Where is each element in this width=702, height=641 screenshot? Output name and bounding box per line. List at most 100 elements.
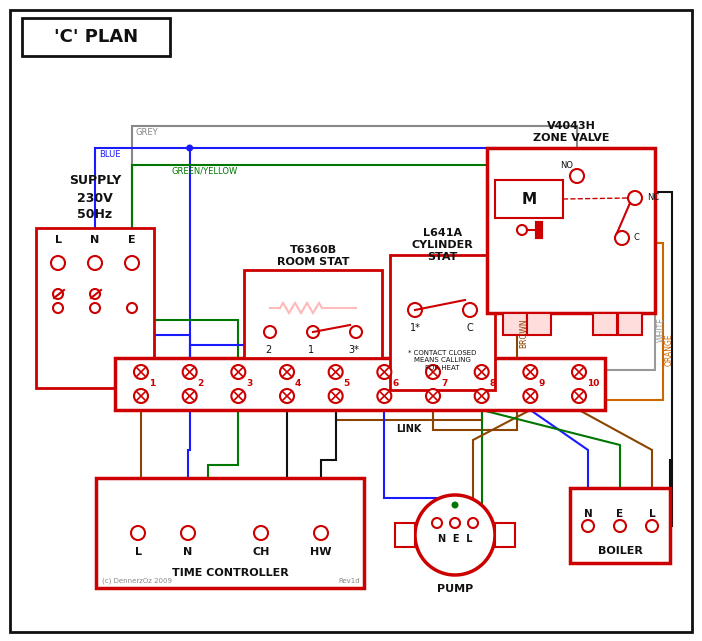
Text: E: E [616,509,623,519]
Text: NO: NO [560,162,574,171]
Circle shape [426,365,440,379]
Circle shape [475,389,489,403]
Bar [618,313,642,335]
Text: * CONTACT CLOSED
MEANS CALLING
FOR HEAT: * CONTACT CLOSED MEANS CALLING FOR HEAT [409,350,477,371]
Circle shape [582,520,594,532]
Circle shape [90,303,100,313]
Circle shape [134,365,148,379]
Circle shape [572,365,586,379]
Text: 3*: 3* [349,345,359,355]
Circle shape [614,520,626,532]
Circle shape [232,389,245,403]
Text: T6360B: T6360B [289,245,336,255]
Circle shape [475,365,489,379]
Circle shape [88,256,102,270]
Text: WHITE: WHITE [657,317,666,342]
Circle shape [350,326,362,338]
Circle shape [378,389,391,403]
Text: L: L [135,547,142,557]
Bar [503,313,527,335]
Text: 7: 7 [441,379,447,388]
Circle shape [415,495,495,575]
Bar [527,313,551,335]
Circle shape [615,231,629,245]
Text: C: C [467,323,473,333]
Circle shape [186,144,193,151]
Text: BLUE: BLUE [99,150,121,159]
Text: 3: 3 [246,379,253,388]
Circle shape [51,256,65,270]
Circle shape [131,526,145,540]
Circle shape [432,518,442,528]
Circle shape [307,326,319,338]
Text: 8: 8 [490,379,496,388]
Circle shape [183,389,197,403]
Circle shape [646,520,658,532]
Circle shape [232,365,245,379]
Circle shape [523,389,537,403]
Text: ORANGE: ORANGE [665,334,674,366]
Text: PUMP: PUMP [437,584,473,594]
Circle shape [329,389,343,403]
Bar [487,148,655,313]
Text: HW: HW [310,547,332,557]
Circle shape [572,389,586,403]
Text: GREEN/YELLOW: GREEN/YELLOW [172,167,238,176]
Circle shape [181,526,195,540]
Circle shape [463,303,477,317]
Bar [244,270,382,358]
Text: 1: 1 [149,379,155,388]
Bar [495,180,563,218]
Bar [593,313,617,335]
Circle shape [451,501,458,508]
Text: SUPPLY
230V
50Hz: SUPPLY 230V 50Hz [69,174,121,222]
Text: 2: 2 [265,345,271,355]
Text: L641A: L641A [423,228,462,238]
Circle shape [450,518,460,528]
Circle shape [408,303,422,317]
Circle shape [468,518,478,528]
Text: N  E  L: N E L [438,534,472,544]
Text: ROOM STAT: ROOM STAT [277,257,350,267]
Bar [96,478,364,588]
Text: 6: 6 [392,379,399,388]
Circle shape [264,326,276,338]
Circle shape [628,191,642,205]
Circle shape [570,169,584,183]
Text: M: M [522,192,536,206]
Text: 1*: 1* [409,323,420,333]
Text: GREY: GREY [136,128,159,137]
Text: 10: 10 [587,379,600,388]
Circle shape [134,389,148,403]
Text: V4043H: V4043H [547,121,595,131]
Bar [22,18,170,56]
Text: CYLINDER: CYLINDER [411,240,473,250]
Bar [115,358,605,410]
Text: NC: NC [647,194,659,203]
Text: BOILER: BOILER [597,546,642,556]
Text: N: N [183,547,192,557]
Bar [570,488,670,563]
Text: 5: 5 [344,379,350,388]
Text: LINK: LINK [396,424,421,434]
Text: Rev1d: Rev1d [338,578,360,584]
Bar [36,228,154,388]
Text: L: L [649,509,655,519]
Bar [395,523,415,547]
Circle shape [329,365,343,379]
Circle shape [183,365,197,379]
Text: TIME CONTROLLER: TIME CONTROLLER [171,568,289,578]
Text: 1: 1 [308,345,314,355]
Circle shape [125,256,139,270]
Text: (c) DennerzOz 2009: (c) DennerzOz 2009 [102,578,172,584]
Circle shape [53,289,63,299]
Bar [390,255,495,390]
Text: C: C [634,233,640,242]
Text: L: L [55,235,62,245]
Text: CH: CH [252,547,270,557]
Text: ZONE VALVE: ZONE VALVE [533,133,609,143]
Circle shape [378,365,391,379]
Text: STAT: STAT [428,252,458,262]
Circle shape [127,303,137,313]
Circle shape [90,289,100,299]
